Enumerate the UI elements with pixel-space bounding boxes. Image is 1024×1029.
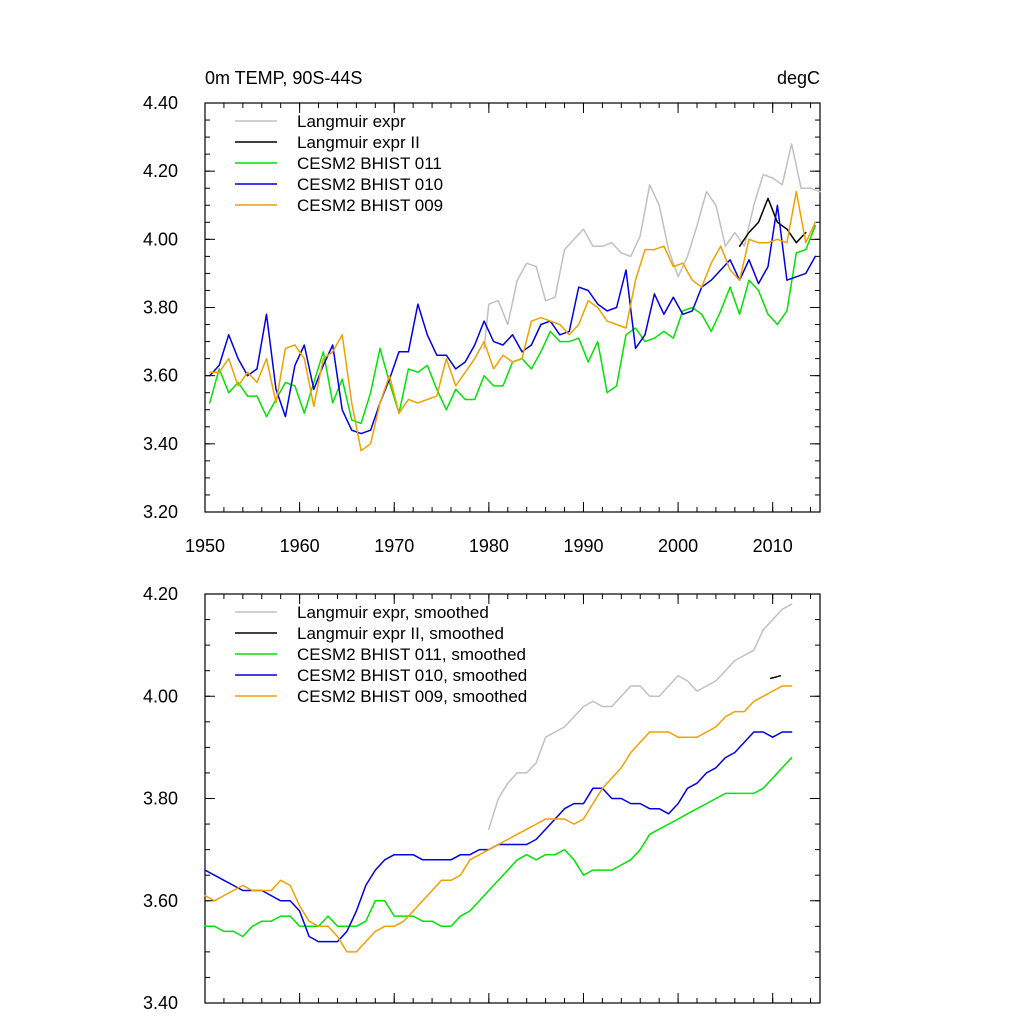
y-tick-label: 3.80 <box>143 789 178 809</box>
legend-label: CESM2 BHIST 009 <box>297 196 443 215</box>
series-line-cesm2-bhist-009-smoothed <box>204 685 793 953</box>
y-tick-label: 4.00 <box>143 686 178 706</box>
legend-label: CESM2 BHIST 011, smoothed <box>297 645 526 664</box>
y-tick-label: 3.40 <box>143 434 178 454</box>
legend-label: CESM2 BHIST 010, smoothed <box>297 666 527 685</box>
y-tick-label: 3.40 <box>143 993 178 1013</box>
top-panel: 3.20 3.40 3.60 3.80 4.00 4.20 4.40 1950 1960 1970… <box>143 68 821 556</box>
series-line-langmuir-expr-smoothed <box>488 603 793 830</box>
x-tick-label: 1970 <box>374 536 414 556</box>
legend-label: CESM2 BHIST 009, smoothed <box>297 687 527 706</box>
y-tick-label: 4.20 <box>143 584 178 604</box>
y-tick-label: 3.60 <box>143 366 178 386</box>
series-line-langmuir-expr-ii-smoothed <box>770 675 782 680</box>
series-line-cesm2-bhist-010-smoothed <box>204 731 793 943</box>
y-tick-label: 4.00 <box>143 229 178 249</box>
bottom-panel: 3.40 3.60 3.80 4.00 4.20 Langmuir expr, smoot… <box>143 584 821 1013</box>
y-tick-label: 3.60 <box>143 891 178 911</box>
series-line-langmuir-expr-ii <box>738 197 807 247</box>
y-tick-label: 4.40 <box>143 93 178 113</box>
x-tick-label: 1990 <box>563 536 603 556</box>
legend-label: Langmuir expr II <box>297 133 420 152</box>
legend-label: CESM2 BHIST 010 <box>297 175 443 194</box>
chart-title: 0m TEMP, 90S-44S <box>205 68 362 88</box>
x-tick-label: 1960 <box>280 536 320 556</box>
legend-label: Langmuir expr II, smoothed <box>297 624 504 643</box>
series-line-langmuir-expr <box>483 143 821 350</box>
y-tick-label: 3.80 <box>143 298 178 318</box>
series-line-cesm2-bhist-009 <box>208 190 817 452</box>
legend-label: Langmuir expr, smoothed <box>297 603 489 622</box>
x-tick-label: 2000 <box>658 536 698 556</box>
units-label: degC <box>777 68 820 88</box>
y-tick-label: 3.20 <box>143 502 178 522</box>
legend-label: Langmuir expr <box>297 112 406 131</box>
series-line-cesm2-bhist-010 <box>208 204 817 435</box>
x-tick-label: 1950 <box>185 536 225 556</box>
legend-label: CESM2 BHIST 011 <box>297 154 442 173</box>
series-line-cesm2-bhist-011-smoothed <box>204 756 793 938</box>
x-tick-label: 1980 <box>469 536 509 556</box>
y-tick-label: 4.20 <box>143 161 178 181</box>
x-tick-label: 2010 <box>753 536 793 556</box>
